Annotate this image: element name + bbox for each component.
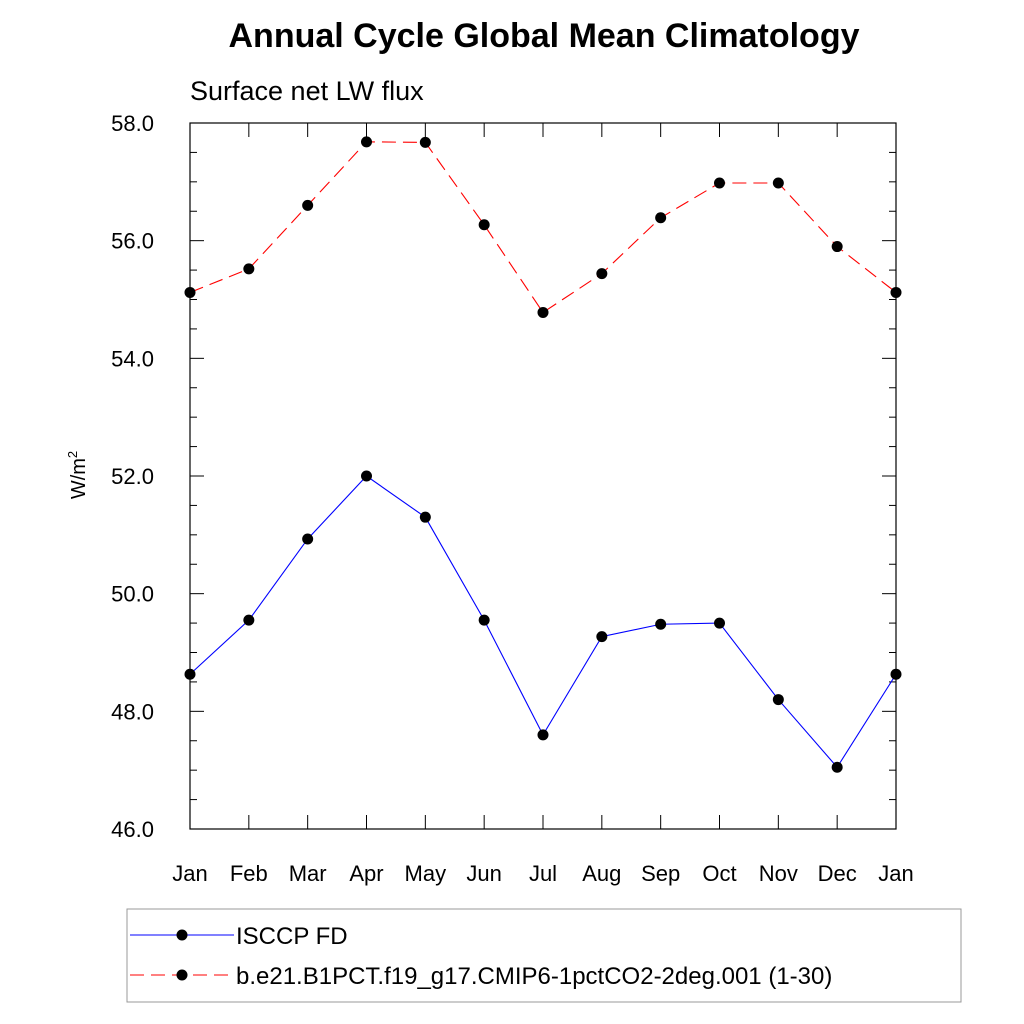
legend-label-isccp: ISCCP FD bbox=[236, 923, 348, 950]
x-tick-label: Jan bbox=[172, 861, 207, 886]
data-point-1-2 bbox=[302, 199, 314, 211]
x-tick-label: May bbox=[405, 861, 447, 886]
data-point-1-10 bbox=[772, 177, 784, 189]
data-point-0-1 bbox=[243, 614, 255, 626]
data-point-1-5 bbox=[478, 219, 490, 231]
chart-title: Annual Cycle Global Mean Climatology bbox=[229, 17, 860, 55]
data-point-1-9 bbox=[714, 177, 725, 189]
data-point-0-5 bbox=[478, 614, 490, 626]
data-point-0-9 bbox=[714, 617, 725, 629]
x-tick-label: Feb bbox=[230, 861, 268, 886]
series-line-0 bbox=[189, 475, 897, 769]
chart-subtitle: Surface net LW flux bbox=[190, 76, 424, 106]
data-point-1-4 bbox=[419, 136, 431, 148]
data-point-1-11 bbox=[831, 241, 843, 253]
data-point-1-1 bbox=[243, 263, 255, 275]
data-point-0-11 bbox=[831, 761, 843, 773]
data-point-1-6 bbox=[537, 306, 549, 318]
legend: ISCCP FD b.e21.B1PCT.f19_g17.CMIP6-1pctC… bbox=[126, 908, 962, 1003]
data-point-0-7 bbox=[596, 631, 608, 643]
y-tick-label: 58.0 bbox=[111, 111, 154, 136]
legend-marker-model bbox=[176, 969, 188, 981]
x-tick-label: Jul bbox=[529, 861, 557, 886]
data-point-0-0 bbox=[184, 668, 196, 680]
data-point-0-2 bbox=[302, 533, 314, 545]
data-point-0-8 bbox=[655, 618, 667, 630]
legend-frame bbox=[126, 908, 962, 1003]
data-point-0-6 bbox=[537, 729, 549, 741]
series-line-1 bbox=[189, 141, 897, 314]
x-tick-label: Aug bbox=[582, 861, 621, 886]
y-axis-label: W/m2 bbox=[65, 451, 90, 499]
data-point-1-8 bbox=[655, 212, 667, 224]
y-tick-label: 50.0 bbox=[111, 582, 154, 607]
x-tick-label: Oct bbox=[702, 861, 736, 886]
axes: 46.0 48.0 50.0 52.0 54.0 56.0 58.0 Jan Feb Mar Apr… bbox=[111, 111, 914, 886]
data-point-0-10 bbox=[772, 694, 784, 706]
x-tick-label: Dec bbox=[818, 861, 857, 886]
y-axis-label-text: W/m bbox=[68, 458, 90, 499]
data-point-0-4 bbox=[419, 511, 431, 523]
data-point-1-0 bbox=[184, 286, 196, 298]
y-tick-label: 52.0 bbox=[111, 464, 154, 489]
y-axis-label-superscript: 2 bbox=[65, 451, 80, 458]
y-tick-label: 54.0 bbox=[111, 346, 154, 371]
legend-marker-isccp bbox=[176, 929, 188, 941]
x-tick-label: Mar bbox=[289, 861, 327, 886]
plot-frame bbox=[189, 122, 897, 830]
y-tick-label: 56.0 bbox=[111, 229, 154, 254]
y-tick-label: 48.0 bbox=[111, 699, 154, 724]
x-tick-label: Nov bbox=[759, 861, 798, 886]
data-point-1-12 bbox=[890, 286, 902, 298]
legend-label-model: b.e21.B1PCT.f19_g17.CMIP6-1pctCO2-2deg.0… bbox=[236, 963, 832, 990]
x-tick-label: Apr bbox=[349, 861, 383, 886]
series-group bbox=[184, 136, 902, 773]
data-point-0-12 bbox=[890, 668, 902, 680]
x-tick-label: Sep bbox=[641, 861, 680, 886]
y-tick-label: 46.0 bbox=[111, 817, 154, 842]
data-point-1-3 bbox=[361, 136, 372, 148]
data-point-0-3 bbox=[361, 470, 372, 482]
x-tick-label: Jan bbox=[878, 861, 913, 886]
data-point-1-7 bbox=[596, 268, 608, 280]
x-tick-label: Jun bbox=[466, 861, 501, 886]
